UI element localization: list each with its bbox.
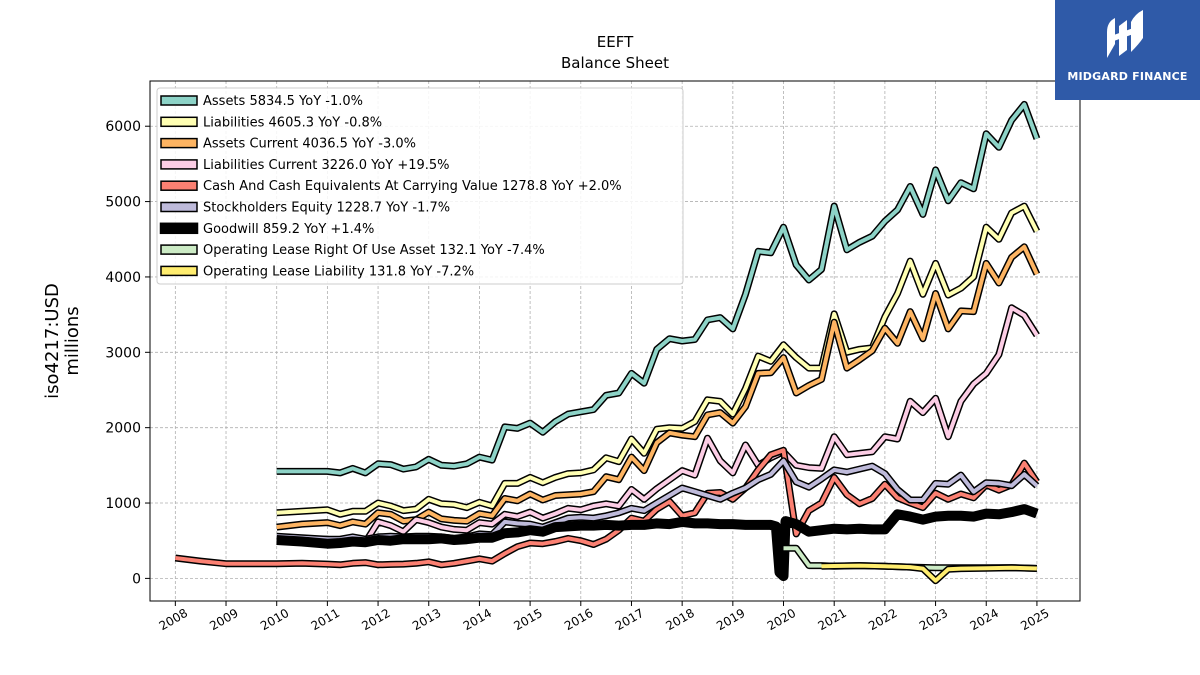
- series-group: [174, 100, 1041, 585]
- series-1: [276, 202, 1041, 518]
- chart-title: EEFT: [597, 33, 634, 51]
- y-tick-label: 1000: [105, 496, 141, 512]
- y-tick-label: 2000: [105, 421, 141, 437]
- x-tick-label: 2008: [157, 606, 190, 633]
- y-tick-label: 4000: [105, 270, 141, 286]
- x-tick-label: 2022: [866, 606, 899, 633]
- chart-subtitle: Balance Sheet: [561, 54, 669, 72]
- legend-swatch: [160, 137, 198, 149]
- y-axis-label: iso4217:USDmillions: [42, 283, 83, 399]
- y-tick-label: 0: [132, 571, 141, 587]
- legend-label: Assets Current 4036.5 YoY -3.0%: [203, 137, 416, 152]
- series-3: [276, 304, 1040, 547]
- x-tick-label: 2013: [410, 606, 443, 633]
- x-tick-label: 2010: [258, 606, 291, 633]
- series-line: [276, 102, 1039, 475]
- legend-swatch: [160, 180, 198, 191]
- x-tick-label: 2009: [207, 606, 240, 633]
- legend-label: Goodwill 859.2 YoY +1.4%: [203, 222, 374, 237]
- legend-label: Liabilities Current 3226.0 YoY +19.5%: [203, 158, 450, 173]
- legend-swatch: [160, 244, 198, 255]
- x-tick-label: 2011: [309, 606, 342, 633]
- x-tick-label: 2012: [359, 606, 392, 633]
- series-line: [276, 305, 1039, 545]
- legend-label: Liabilities 4605.3 YoY -0.8%: [203, 115, 382, 130]
- series-line: [821, 563, 1037, 583]
- x-tick-label: 2019: [714, 606, 747, 633]
- plot-frame: [149, 80, 1081, 602]
- y-tick-label: 6000: [105, 119, 141, 135]
- x-tick-label: 2018: [663, 606, 696, 633]
- series-line: [276, 204, 1039, 517]
- x-tick-label: 2023: [917, 606, 950, 633]
- legend-label: Assets 5834.5 YoY -1.0%: [203, 94, 363, 109]
- legend-swatch: [160, 116, 198, 128]
- y-axis-label-line: millions: [62, 306, 83, 375]
- midgard-finance-logo: MIDGARD FINANCE: [1055, 0, 1200, 100]
- x-tick-label: 2015: [511, 606, 544, 633]
- legend-swatch: [160, 159, 198, 170]
- x-tick-label: 2016: [562, 606, 595, 633]
- legend-label: Operating Lease Liability 131.8 YoY -7.2…: [203, 264, 474, 279]
- series-line: [276, 244, 1039, 530]
- legend-swatch: [160, 95, 198, 106]
- midgard-logo-mark-icon: [1107, 10, 1143, 58]
- x-axis-ticks: 2008 2009 2010 2011 2012 2013 2014 2015 2016 2017…: [157, 601, 1052, 633]
- y-tick-label: 3000: [105, 345, 141, 361]
- legend-swatch: [159, 222, 199, 235]
- x-tick-label: 2021: [815, 606, 848, 633]
- series-6: [276, 504, 1039, 582]
- legend-label: Operating Lease Right Of Use Asset 132.1…: [203, 243, 545, 258]
- legend-box: [156, 87, 684, 285]
- x-tick-label: 2020: [765, 606, 798, 633]
- legend-swatch: [160, 201, 198, 213]
- y-axis-ticks: 0 1000 2000 3000 4000 5000 6000: [105, 119, 150, 587]
- legend-swatch: [160, 265, 198, 277]
- y-tick-label: 5000: [105, 195, 141, 211]
- legend-label: Stockholders Equity 1228.7 YoY -1.7%: [203, 201, 450, 216]
- series-line: [276, 505, 1039, 580]
- x-tick-label: 2017: [613, 606, 646, 633]
- legend: Assets 5834.5 YoY -1.0% Liabilities 4605.…: [156, 87, 684, 285]
- logo-brand-text: MIDGARD FINANCE: [1067, 70, 1188, 83]
- x-tick-label: 2014: [461, 606, 494, 633]
- series-8: [821, 562, 1038, 585]
- y-axis-label-line: iso4217:USD: [42, 283, 63, 399]
- x-tick-label: 2025: [1018, 606, 1051, 633]
- x-tick-label: 2024: [968, 606, 1001, 633]
- legend-label: Cash And Cash Equivalents At Carrying Va…: [203, 179, 622, 194]
- series-2: [276, 243, 1041, 531]
- series-0: [276, 100, 1041, 477]
